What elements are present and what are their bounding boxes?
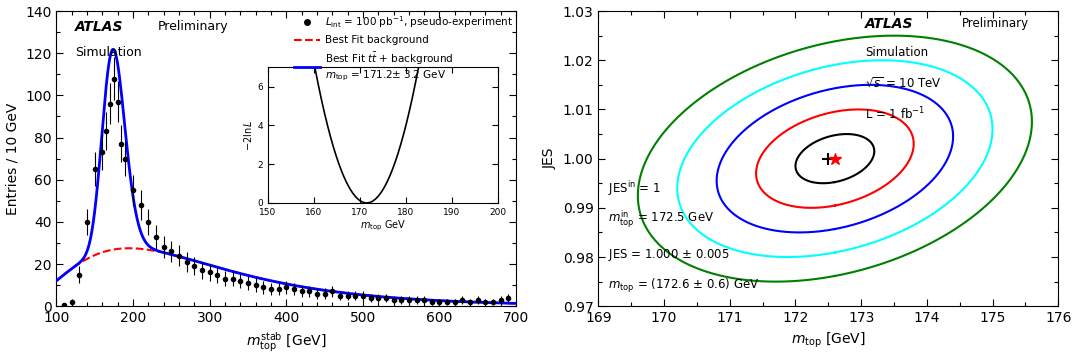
- Text: L = 1 fb$^{-1}$: L = 1 fb$^{-1}$: [865, 105, 925, 122]
- Text: ATLAS: ATLAS: [74, 20, 123, 34]
- X-axis label: $m_{\mathrm{top}}$ [GeV]: $m_{\mathrm{top}}$ [GeV]: [791, 330, 866, 350]
- Text: Simulation: Simulation: [74, 46, 141, 59]
- Y-axis label: JES: JES: [543, 148, 557, 170]
- Text: $m_{\mathrm{top}}$ = (172.6 $\pm$ 0.6) GeV: $m_{\mathrm{top}}$ = (172.6 $\pm$ 0.6) G…: [607, 277, 759, 295]
- Text: JES$^{\mathrm{in}}$ = 1: JES$^{\mathrm{in}}$ = 1: [607, 179, 660, 198]
- Text: JES = 1.000 $\pm$ 0.005: JES = 1.000 $\pm$ 0.005: [607, 247, 729, 263]
- Text: ATLAS: ATLAS: [865, 17, 913, 31]
- X-axis label: $m^{\mathrm{stab}}_{\mathrm{top}}$ [GeV]: $m^{\mathrm{stab}}_{\mathrm{top}}$ [GeV]: [246, 330, 326, 355]
- Text: Simulation: Simulation: [865, 46, 928, 59]
- Legend: $L_{\mathrm{int}}$ = 100 pb$^{-1}$, pseudo-experiment, Best Fit background, Best: $L_{\mathrm{int}}$ = 100 pb$^{-1}$, pseu…: [294, 14, 513, 83]
- Y-axis label: Entries / 10 GeV: Entries / 10 GeV: [5, 103, 19, 215]
- Text: Preliminary: Preliminary: [962, 17, 1029, 30]
- Text: $\sqrt{s}$ = 10 TeV: $\sqrt{s}$ = 10 TeV: [865, 76, 942, 90]
- Text: Preliminary: Preliminary: [157, 20, 228, 33]
- Text: $m^{\mathrm{in}}_{\mathrm{top}}$ = 172.5 GeV: $m^{\mathrm{in}}_{\mathrm{top}}$ = 172.5…: [607, 209, 714, 230]
